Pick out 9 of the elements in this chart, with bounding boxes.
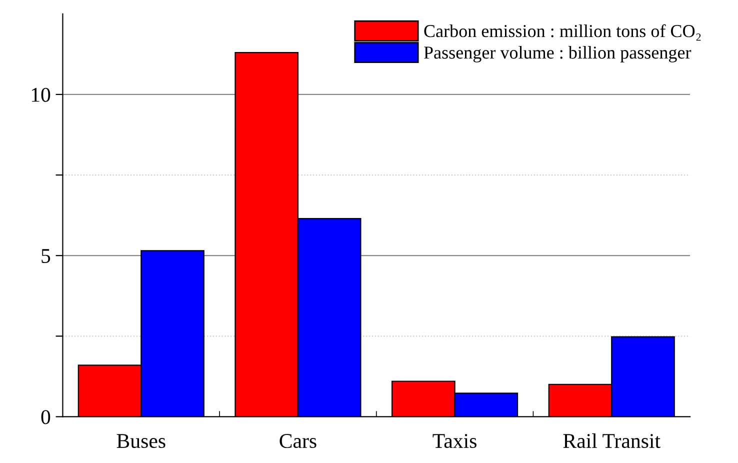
x-tick-label: Cars (280, 434, 316, 448)
y-tick-label: 5 (42, 249, 50, 264)
x-tick-label: Rail Transit (563, 433, 660, 448)
x-tick-label: Buses (116, 434, 166, 448)
y-tick-label: 10 (32, 88, 50, 102)
legend-label: Passenger volume : billion passenger (424, 46, 692, 62)
legend-label: Carbon emission : million tons of CO₂ (424, 24, 701, 41)
x-tick-label: Taxis (432, 434, 476, 448)
y-tick-label: 0 (41, 410, 50, 424)
